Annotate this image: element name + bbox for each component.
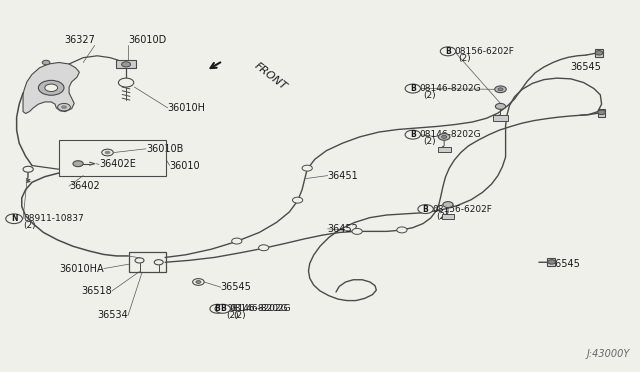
Circle shape: [23, 166, 33, 172]
Text: B: B: [445, 47, 451, 56]
Text: 08146-8202G: 08146-8202G: [227, 304, 288, 313]
Text: 08156-6202F: 08156-6202F: [432, 205, 492, 214]
Circle shape: [122, 62, 131, 67]
Text: FRONT: FRONT: [253, 61, 289, 92]
Text: B: B: [410, 84, 415, 93]
Circle shape: [442, 135, 447, 138]
Text: 36010H: 36010H: [168, 103, 205, 113]
Text: J:43000Y: J:43000Y: [587, 349, 630, 359]
Text: 36010D: 36010D: [128, 35, 166, 45]
Circle shape: [595, 51, 603, 55]
Circle shape: [259, 245, 269, 251]
Text: (2): (2): [423, 137, 436, 146]
Text: 36545: 36545: [221, 282, 252, 292]
Bar: [598, 109, 605, 117]
Circle shape: [598, 110, 605, 115]
Circle shape: [210, 304, 225, 313]
Bar: [59, 140, 166, 176]
Text: 08156-6202F: 08156-6202F: [454, 47, 515, 56]
Circle shape: [6, 214, 22, 224]
Circle shape: [397, 227, 407, 233]
Bar: [129, 252, 166, 272]
Text: 36402: 36402: [69, 181, 100, 191]
Text: B: B: [410, 130, 415, 139]
Text: B: B: [220, 304, 225, 313]
Text: 08146-8202G: 08146-8202G: [229, 304, 291, 313]
Circle shape: [438, 134, 450, 140]
Text: B: B: [215, 304, 220, 313]
Text: 36545: 36545: [549, 259, 580, 269]
Circle shape: [548, 260, 556, 264]
Text: 36010: 36010: [170, 161, 200, 170]
Circle shape: [38, 80, 64, 95]
Circle shape: [302, 165, 312, 171]
Bar: [116, 60, 136, 68]
Text: 36452: 36452: [328, 224, 358, 234]
Circle shape: [418, 205, 433, 214]
Text: 36518: 36518: [81, 286, 112, 296]
Circle shape: [61, 106, 67, 109]
Text: 36327: 36327: [64, 35, 95, 45]
Circle shape: [292, 197, 303, 203]
Text: (2): (2): [458, 54, 471, 63]
Circle shape: [352, 228, 362, 234]
Circle shape: [135, 258, 144, 263]
Text: (2): (2): [423, 91, 436, 100]
Circle shape: [443, 202, 453, 208]
Circle shape: [102, 149, 113, 156]
Text: 36545: 36545: [571, 62, 602, 72]
Text: (2): (2): [23, 221, 36, 230]
Circle shape: [58, 103, 70, 111]
Circle shape: [440, 47, 456, 56]
Text: 08146-8202G: 08146-8202G: [419, 130, 481, 139]
Circle shape: [495, 103, 506, 109]
Circle shape: [118, 78, 134, 87]
Bar: [438, 147, 451, 152]
Circle shape: [495, 86, 506, 93]
Text: (2): (2): [233, 311, 246, 320]
Text: (2): (2): [436, 212, 449, 221]
Circle shape: [42, 60, 50, 65]
Bar: [442, 214, 454, 219]
Circle shape: [196, 280, 201, 283]
Bar: [493, 115, 508, 121]
Polygon shape: [23, 62, 79, 113]
Circle shape: [105, 151, 110, 154]
Circle shape: [498, 88, 503, 91]
Text: 36010B: 36010B: [146, 144, 183, 154]
Circle shape: [73, 161, 83, 167]
Text: 08911-10837: 08911-10837: [23, 214, 84, 223]
Circle shape: [405, 84, 420, 93]
Text: 36451: 36451: [328, 171, 358, 180]
Text: 36402E: 36402E: [99, 160, 136, 169]
Circle shape: [405, 130, 420, 139]
Circle shape: [45, 84, 58, 92]
Circle shape: [154, 260, 163, 265]
Text: 36534: 36534: [97, 311, 128, 320]
Text: 36010HA: 36010HA: [59, 264, 104, 273]
Text: B: B: [423, 205, 428, 214]
Bar: [547, 258, 555, 266]
Text: N: N: [11, 214, 17, 223]
Circle shape: [232, 238, 242, 244]
Circle shape: [215, 304, 230, 313]
Text: (2): (2): [227, 311, 239, 320]
Circle shape: [193, 279, 204, 285]
Bar: [595, 49, 603, 57]
Text: 08146-8202G: 08146-8202G: [419, 84, 481, 93]
